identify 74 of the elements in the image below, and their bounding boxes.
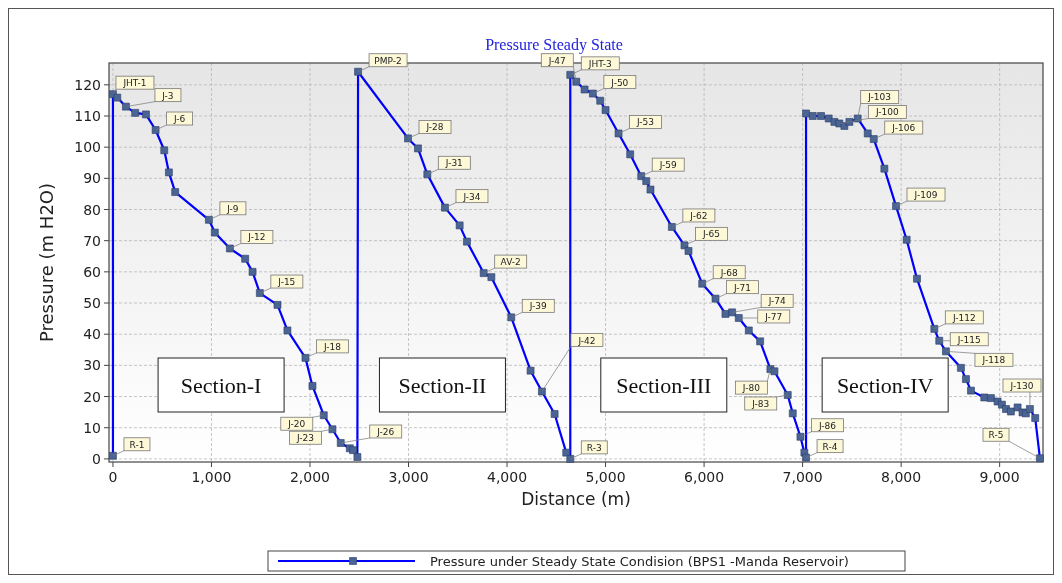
annotation: J-50 [610,77,629,88]
y-tick-label: 80 [83,201,101,218]
annotation: J-103 [867,92,892,103]
annotation: J-71 [732,282,752,293]
annotation: Section-III [616,373,712,398]
annotation: J-20 [287,419,306,430]
y-tick-label: 10 [83,419,101,436]
annotation: R-5 [988,430,1004,441]
y-tick-label: 0 [92,450,101,467]
annotation: J-3 [161,90,174,101]
annotation: Section-II [398,373,487,398]
annotation: J-106 [891,123,916,134]
annotation: J-28 [425,122,444,133]
annotation: J-74 [767,296,786,307]
x-tick-label: 5,000 [585,469,626,485]
annotation: JHT-3 [587,58,612,69]
annotation: J-42 [577,335,596,346]
annotation: PMP-2 [374,55,402,66]
annotation: J-47 [547,55,566,66]
annotation: R-3 [586,442,602,453]
x-tick-label: 2,000 [289,469,331,485]
annotation: J-6 [172,114,186,125]
annotation: J-86 [817,420,837,431]
annotation: J-68 [719,267,738,278]
annotation: AV-2 [500,257,521,268]
annotation: J-53 [636,117,655,128]
x-tick-label: 9,000 [979,469,1020,485]
annotation: J-39 [528,301,548,312]
annotation: J-77 [764,311,783,322]
y-tick-label: 30 [83,357,101,374]
annotation: J-31 [444,158,463,169]
annotation: J-15 [277,277,296,288]
annotation: J-83 [751,398,770,409]
chart-title: Pressure Steady State [485,36,623,54]
annotation: J-80 [741,383,761,394]
x-tick-label: 8,000 [881,469,922,485]
annotation: J-34 [462,191,481,202]
annotation: Section-IV [836,373,934,398]
annotation: J-130 [1009,381,1034,392]
annotation: J-109 [913,190,938,201]
x-axis-title: Distance (m) [521,489,631,509]
annotation: J-59 [658,160,678,171]
annotation: J-100 [874,107,899,118]
annotation: J-23 [295,433,314,444]
annotation: J-118 [981,355,1006,366]
annotation: J-65 [701,229,720,240]
y-axis-title: Pressure (m H2O) [36,182,57,343]
annotation: J-26 [376,426,395,437]
annotation: R-1 [129,439,145,450]
annotation: JHT-1 [122,78,147,89]
annotation: J-12 [247,232,266,243]
y-tick-label: 100 [74,139,101,156]
y-tick-label: 120 [74,76,101,93]
x-tick-label: 7,000 [782,469,823,485]
y-tick-label: 20 [83,388,101,405]
y-tick-label: 60 [83,263,101,280]
annotation: J-9 [226,203,239,214]
y-tick-label: 90 [83,170,101,187]
x-tick-label: 4,000 [486,469,528,485]
y-tick-label: 70 [83,232,101,249]
y-tick-label: 40 [83,326,101,343]
annotation: R-4 [822,441,838,452]
annotation: J-115 [956,334,981,345]
x-tick-label: 6,000 [684,469,725,485]
annotation: J-18 [322,341,342,352]
x-tick-label: 1,000 [191,469,232,485]
y-tick-label: 110 [74,107,101,124]
annotation: J-62 [689,210,708,221]
annotation: J-112 [951,312,976,323]
x-tick-label: 0 [108,469,118,485]
text: Pressure under Steady State Condision (BPS1 -Manda Reservoir) [430,554,849,569]
annotation: Section-I [180,373,262,398]
y-tick-label: 50 [83,295,101,312]
x-tick-label: 3,000 [388,469,429,485]
